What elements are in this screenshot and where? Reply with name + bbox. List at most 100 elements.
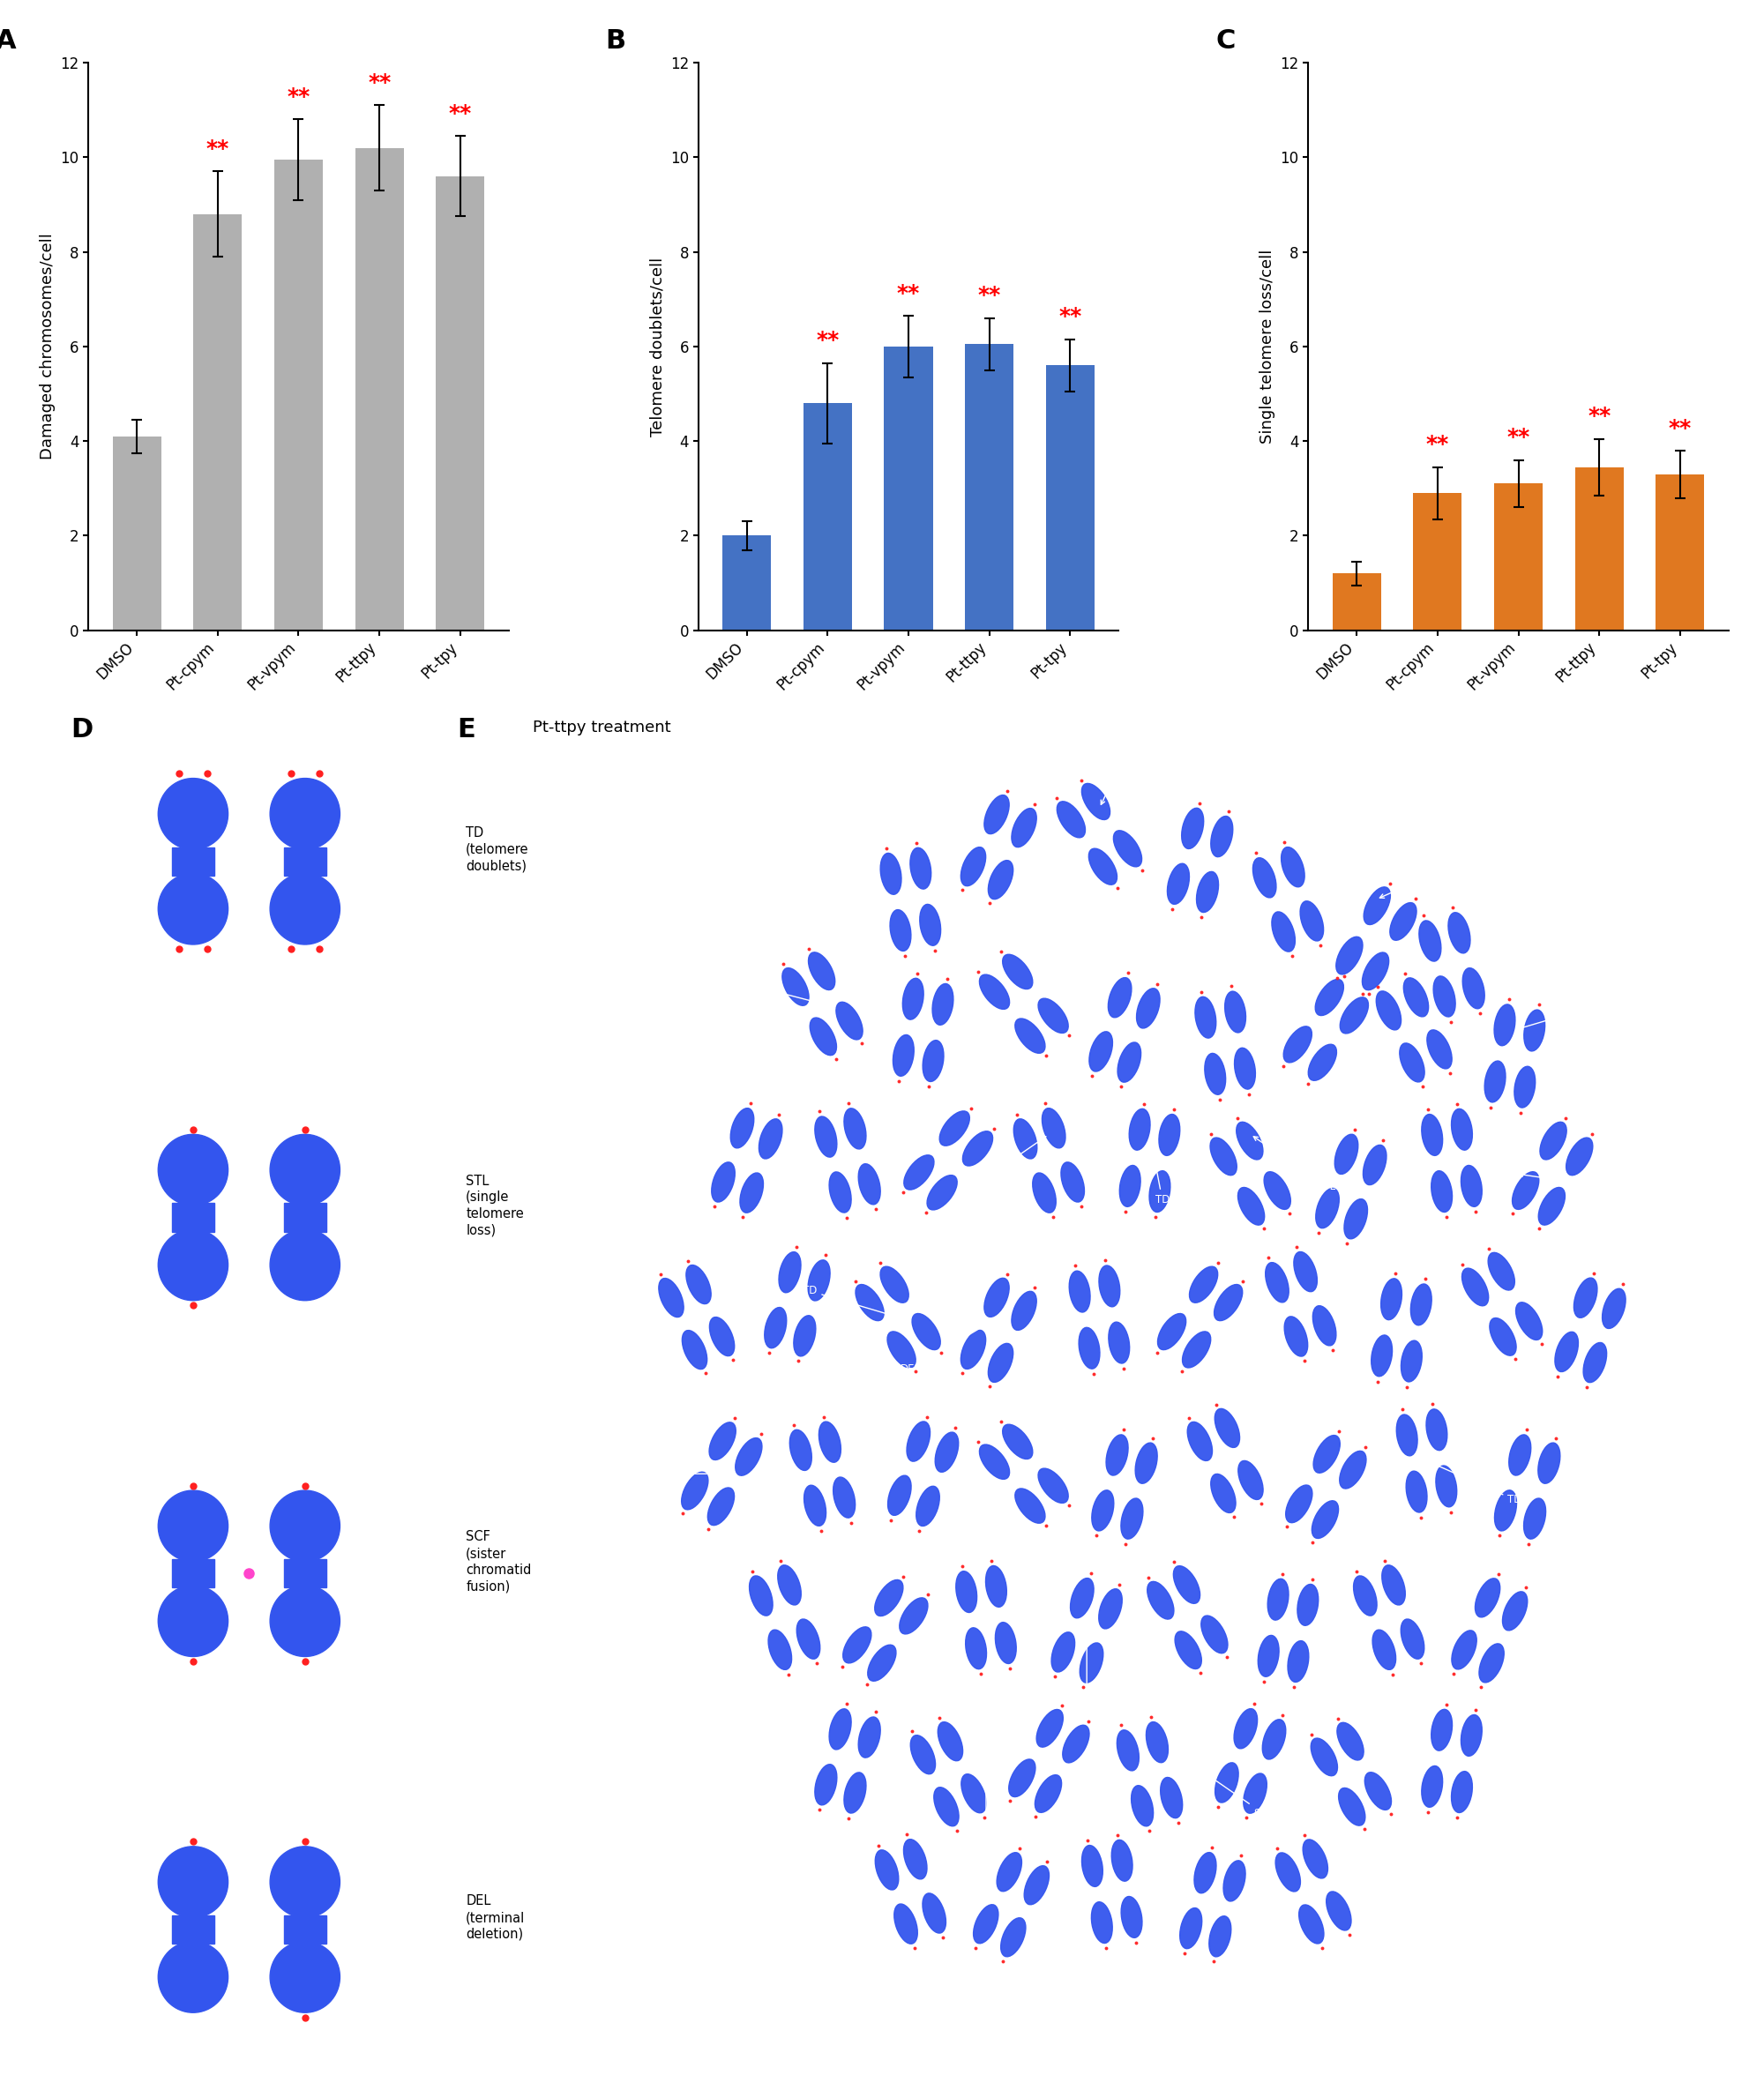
Ellipse shape [1189,1267,1217,1302]
Ellipse shape [1515,1302,1542,1340]
Ellipse shape [1434,976,1455,1018]
Ellipse shape [1238,1187,1265,1225]
Ellipse shape [1039,1469,1069,1503]
Ellipse shape [1235,1047,1256,1089]
Ellipse shape [979,1444,1009,1480]
Text: 10 μm: 10 μm [1468,2008,1512,2023]
Ellipse shape [1244,1774,1267,1814]
Ellipse shape [159,1845,228,1919]
Ellipse shape [1035,1774,1062,1812]
Ellipse shape [1316,980,1344,1016]
Text: STL: STL [1254,1137,1335,1191]
Ellipse shape [1431,1170,1452,1212]
Bar [173,1914,213,1944]
Ellipse shape [1014,1118,1037,1158]
Ellipse shape [1508,1434,1531,1476]
Ellipse shape [270,777,340,849]
Ellipse shape [1025,1866,1050,1904]
Ellipse shape [923,1894,946,1933]
Ellipse shape [711,1162,736,1202]
Ellipse shape [919,905,940,945]
Ellipse shape [1309,1045,1337,1081]
Ellipse shape [739,1172,764,1212]
Ellipse shape [815,1116,836,1158]
Ellipse shape [1182,809,1203,849]
Ellipse shape [1224,991,1245,1032]
Ellipse shape [1478,1643,1505,1682]
Bar [173,846,213,876]
Ellipse shape [1060,1162,1085,1202]
Ellipse shape [963,1131,993,1166]
Text: **: ** [288,86,310,109]
Ellipse shape [1381,1565,1406,1605]
Ellipse shape [880,853,901,895]
Text: TD: TD [1080,1634,1094,1701]
Ellipse shape [1573,1277,1596,1319]
Text: **: ** [1058,307,1081,328]
Ellipse shape [270,1845,340,1919]
Ellipse shape [856,1285,884,1321]
Ellipse shape [1011,809,1037,846]
Ellipse shape [1214,1285,1242,1321]
Ellipse shape [979,974,1009,1009]
Ellipse shape [1372,1630,1395,1670]
Ellipse shape [1371,1336,1392,1377]
Ellipse shape [1099,1588,1122,1628]
Ellipse shape [159,874,228,945]
Ellipse shape [1288,1641,1309,1682]
Text: DEL
(terminal
deletion): DEL (terminal deletion) [466,1896,526,1942]
Bar [273,159,323,631]
Ellipse shape [1009,1760,1035,1797]
Ellipse shape [1210,1473,1237,1513]
Ellipse shape [1088,849,1117,884]
Ellipse shape [912,1313,940,1350]
Text: **: ** [1425,435,1448,456]
Ellipse shape [815,1764,836,1806]
Text: B: B [605,29,626,54]
Ellipse shape [270,1586,340,1657]
Ellipse shape [797,1620,820,1659]
Text: SCF
(sister
chromatid
fusion): SCF (sister chromatid fusion) [466,1530,531,1593]
Ellipse shape [1566,1137,1593,1175]
Bar [1413,493,1462,631]
Ellipse shape [1341,997,1369,1032]
Ellipse shape [1344,1200,1367,1239]
Bar [173,1559,213,1588]
Ellipse shape [270,1135,340,1206]
Ellipse shape [843,1108,866,1150]
Ellipse shape [1397,1415,1418,1457]
Ellipse shape [1311,1739,1337,1776]
Ellipse shape [859,1718,880,1758]
Text: **: ** [977,284,1000,307]
Ellipse shape [1062,1724,1088,1762]
Ellipse shape [1161,1776,1182,1818]
Ellipse shape [1136,1442,1157,1484]
Ellipse shape [1364,1145,1387,1185]
Ellipse shape [1136,989,1161,1028]
Ellipse shape [1300,901,1323,940]
Ellipse shape [1117,1731,1140,1770]
Y-axis label: Telomere doublets/cell: Telomere doublets/cell [649,257,665,437]
Ellipse shape [1452,1772,1473,1812]
Ellipse shape [1175,1632,1201,1670]
Ellipse shape [1401,1340,1422,1381]
Text: TD: TD [815,790,907,844]
Text: D: D [71,717,93,742]
Ellipse shape [1452,1630,1476,1670]
Ellipse shape [1002,955,1032,989]
Ellipse shape [159,777,228,849]
Text: C: C [1215,29,1235,54]
Ellipse shape [730,1108,753,1147]
Ellipse shape [270,1490,340,1561]
Ellipse shape [1475,1578,1499,1618]
Ellipse shape [736,1438,762,1476]
Ellipse shape [1120,1166,1141,1206]
Ellipse shape [1312,1306,1335,1346]
Text: **: ** [206,138,229,159]
Ellipse shape [1272,911,1295,951]
Ellipse shape [965,1628,986,1670]
Ellipse shape [1554,1331,1579,1371]
Ellipse shape [1406,1471,1427,1513]
Ellipse shape [1314,1436,1341,1473]
Ellipse shape [1365,1772,1392,1810]
